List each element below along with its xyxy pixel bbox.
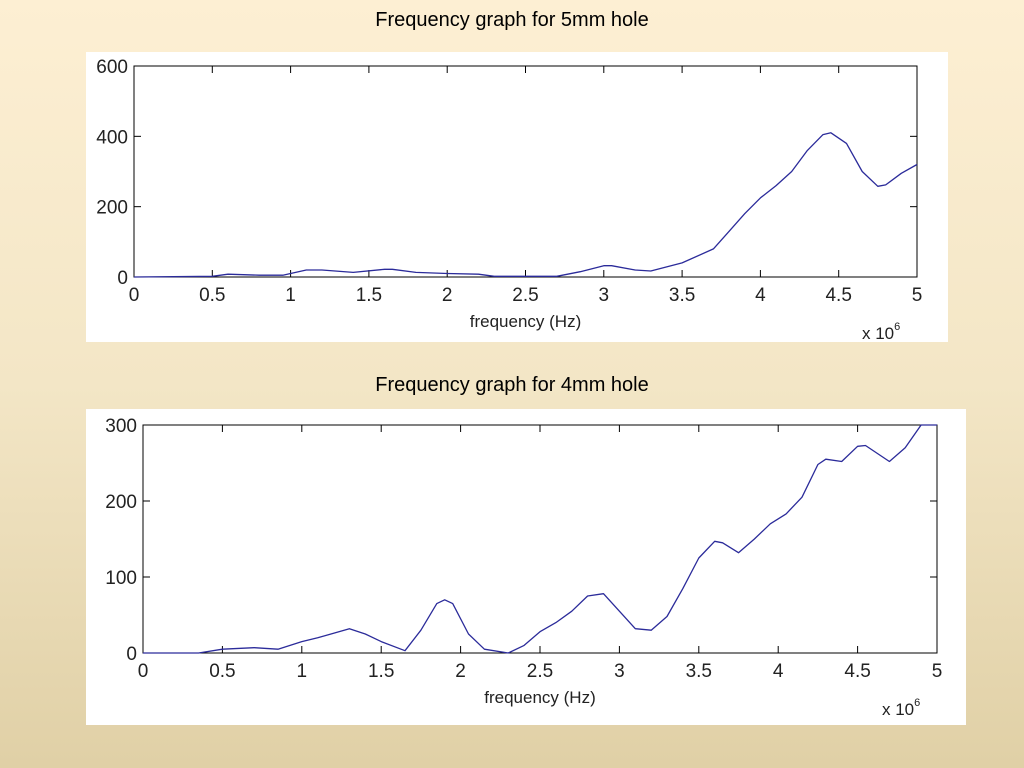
x-tick-label: 5 (932, 661, 943, 682)
x-tick-label: 3 (614, 661, 625, 682)
chart-2-title: Frequency graph for 4mm hole (375, 374, 649, 396)
y-tick-label: 100 (105, 568, 137, 589)
y-tick-label: 200 (96, 198, 128, 219)
chart-2-panel: 0 0.5 1 1.5 2 2.5 3 3.5 4 4.5 5 0 100 200 300 frequency… (86, 409, 966, 725)
x-tick-label: 0.5 (209, 661, 235, 682)
x-axis-label: frequency (Hz) (470, 312, 581, 331)
x-multiplier-exponent: 6 (894, 321, 900, 333)
y-tick-label: 400 (96, 127, 128, 148)
x-tick-label: 1 (297, 661, 308, 682)
x-axis-label: frequency (Hz) (484, 688, 595, 707)
data-line (143, 424, 937, 654)
chart-1-title: Frequency graph for 5mm hole (375, 9, 649, 31)
plot-frame (142, 424, 938, 654)
x-tick-label: 0 (138, 661, 149, 682)
x-tick-label: 0 (129, 285, 140, 306)
x-tick-label: 2 (455, 661, 466, 682)
x-tick-label: 0.5 (199, 285, 225, 306)
x-tick-label: 2 (442, 285, 453, 306)
x-tick-label: 3.5 (686, 661, 712, 682)
x-tick-label: 3 (599, 285, 610, 306)
x-tick-label: 3.5 (669, 285, 695, 306)
x-tick-label: 4.5 (844, 661, 870, 682)
data-line (133, 132, 918, 278)
chart-2: 0 0.5 1 1.5 2 2.5 3 3.5 4 4.5 5 0 100 200 300 frequency… (105, 416, 943, 719)
chart-1-panel: 0 0.5 1 1.5 2 2.5 3 3.5 4 4.5 5 0 200 400 600 frequency… (86, 52, 948, 343)
y-tick-label: 0 (117, 268, 128, 289)
plot-frame (133, 65, 918, 278)
y-tick-label: 600 (96, 57, 128, 78)
x-tick-label: 4 (773, 661, 784, 682)
x-tick-label: 2.5 (527, 661, 553, 682)
x-multiplier: x 106 (862, 321, 900, 342)
chart-1: 0 0.5 1 1.5 2 2.5 3 3.5 4 4.5 5 0 200 400 600 frequency… (96, 57, 923, 343)
x-tick-label: 2.5 (512, 285, 538, 306)
x-tick-label: 1.5 (356, 285, 382, 306)
x-tick-label: 1 (285, 285, 296, 306)
x-tick-label: 4 (755, 285, 766, 306)
y-tick-label: 0 (126, 644, 137, 665)
y-tick-label: 200 (105, 492, 137, 513)
x-tick-label: 5 (912, 285, 923, 306)
x-tick-label: 4.5 (825, 285, 851, 306)
x-multiplier: x 106 (882, 697, 920, 719)
x-tick-label: 1.5 (368, 661, 394, 682)
y-tick-label: 300 (105, 416, 137, 437)
x-multiplier-exponent: 6 (914, 697, 920, 709)
